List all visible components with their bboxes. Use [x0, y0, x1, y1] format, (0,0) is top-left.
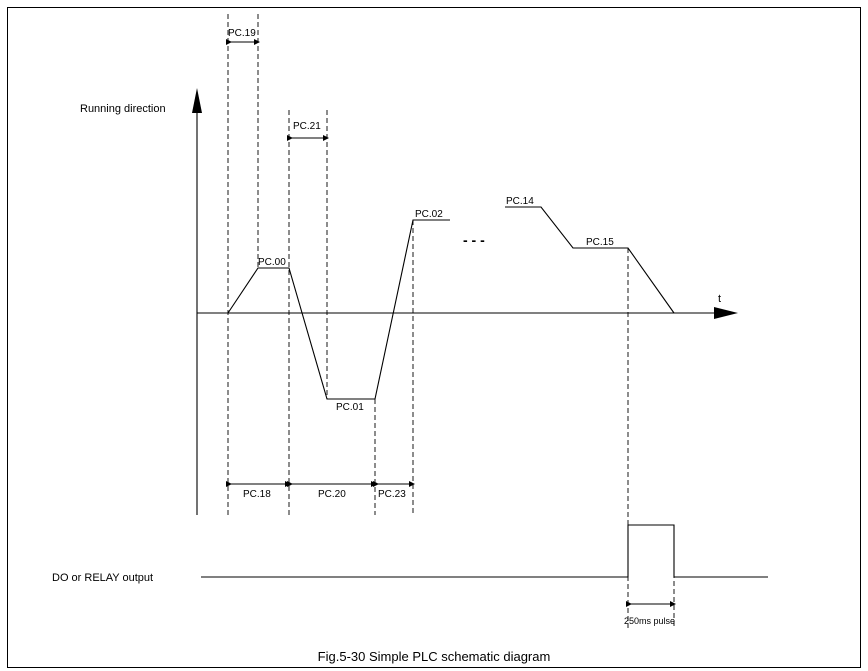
segment-label-pc02: PC.02 [415, 209, 443, 220]
ellipsis-dashes: - - - [463, 232, 485, 248]
output-pulse-waveform [201, 524, 768, 578]
y-axis-arrowhead [192, 88, 202, 113]
output-label: DO or RELAY output [52, 572, 153, 584]
segment-label-pc14: PC.14 [506, 196, 534, 207]
time-label-pc21: PC.21 [293, 121, 321, 132]
segment-label-pc15: PC.15 [586, 237, 614, 248]
time-label-pulse: 250ms pulse [624, 616, 675, 626]
figure-caption: Fig.5-30 Simple PLC schematic diagram [318, 649, 551, 664]
time-label-pc18: PC.18 [243, 489, 271, 500]
x-axis-label: t [718, 293, 721, 305]
time-label-pc23: PC.23 [378, 489, 406, 500]
segment-label-pc00: PC.00 [258, 257, 286, 268]
frame-border [7, 7, 861, 668]
time-label-pc20: PC.20 [318, 489, 346, 500]
running-waveform [227, 219, 450, 400]
x-axis-arrowhead [714, 307, 738, 319]
segment-label-pc01: PC.01 [336, 402, 364, 413]
y-axis-label: Running direction [80, 103, 166, 115]
time-label-pc19: PC.19 [228, 28, 256, 39]
running-waveform-tail [505, 206, 675, 314]
